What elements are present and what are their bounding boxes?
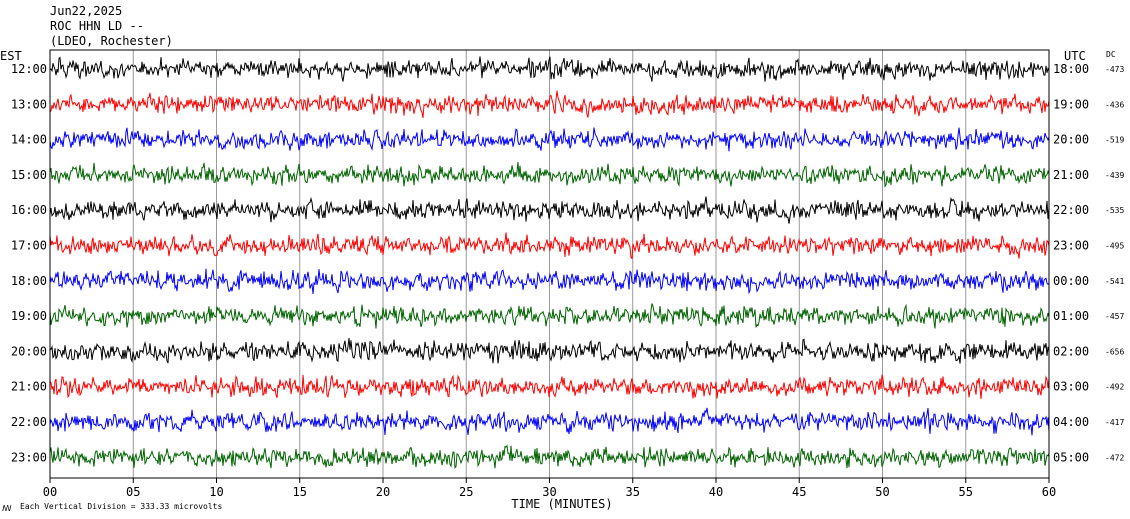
station-label: ROC HHN LD --	[50, 19, 144, 33]
est-hour-label: 18:00	[11, 274, 47, 288]
trace-line	[49, 444, 1050, 469]
utc-hour-label: 18:00	[1053, 62, 1089, 76]
trace-line	[49, 232, 1050, 260]
dc-offset-label: -457	[1105, 312, 1124, 321]
x-tick-label: 35	[626, 485, 640, 499]
utc-axis-title: UTC	[1064, 49, 1086, 63]
trace-line	[49, 268, 1050, 295]
x-tick-label: 50	[875, 485, 889, 499]
est-hour-label: 17:00	[11, 239, 47, 253]
footnote: Each Vertical Division = 333.33 microvol…	[20, 502, 222, 511]
utc-hour-label: 21:00	[1053, 168, 1089, 182]
small-logo-mark: ꟿ	[2, 504, 12, 513]
x-axis-title: TIME (MINUTES)	[511, 497, 612, 511]
trace-line	[49, 303, 1050, 329]
date-label: Jun22,2025	[50, 4, 123, 18]
trace-line	[49, 56, 1050, 82]
dc-offset-label: -436	[1105, 100, 1124, 109]
dc-offset-label: -472	[1105, 453, 1124, 462]
dc-offset-label: -535	[1105, 206, 1124, 215]
grid	[132, 50, 967, 478]
dc-offset-label: -656	[1105, 347, 1124, 356]
utc-hour-label: 00:00	[1053, 274, 1089, 288]
utc-hour-label: 04:00	[1053, 415, 1089, 429]
dc-offset-label: -439	[1105, 171, 1124, 180]
dc-offset-label: -495	[1105, 242, 1124, 251]
utc-hour-label: 05:00	[1053, 450, 1089, 464]
utc-hour-label: 02:00	[1053, 344, 1089, 358]
est-hour-label: 16:00	[11, 203, 47, 217]
trace-line	[49, 407, 1050, 436]
est-hour-label: 20:00	[11, 344, 47, 358]
est-axis-title: EST	[0, 49, 22, 63]
utc-hour-label: 01:00	[1053, 309, 1089, 323]
x-tick-label: 10	[209, 485, 223, 499]
est-hour-label: 19:00	[11, 309, 47, 323]
trace-line	[49, 374, 1050, 400]
trace-line	[49, 90, 1050, 119]
utc-hour-label: 03:00	[1053, 380, 1089, 394]
est-hour-label: 14:00	[11, 133, 47, 147]
x-tick-label: 05	[126, 485, 140, 499]
x-tick-label: 20	[376, 485, 390, 499]
x-tick-label: 45	[792, 485, 806, 499]
dc-offset-label: -473	[1105, 65, 1124, 74]
trace-line	[49, 337, 1050, 364]
x-tick-label: 30	[542, 485, 556, 499]
utc-hour-label: 19:00	[1053, 97, 1089, 111]
traces	[49, 56, 1050, 469]
x-tick-label: 40	[709, 485, 723, 499]
utc-hour-label: 22:00	[1053, 203, 1089, 217]
x-tick-label: 60	[1042, 485, 1056, 499]
dc-offset-label: -492	[1105, 383, 1124, 392]
utc-hour-label: 20:00	[1053, 133, 1089, 147]
est-hour-label: 12:00	[11, 62, 47, 76]
trace-line	[49, 127, 1050, 152]
x-tick-label: 55	[959, 485, 973, 499]
x-tick-label: 25	[459, 485, 473, 499]
dc-axis-title: DC	[1106, 50, 1116, 59]
est-hour-label: 21:00	[11, 380, 47, 394]
utc-hour-label: 23:00	[1053, 239, 1089, 253]
x-tick-label: 15	[293, 485, 307, 499]
dc-offset-label: -417	[1105, 418, 1124, 427]
row-labels: 12:00 18:00 -473 13:00 19:00 -436 14:00 20:00 -5…	[11, 62, 1125, 464]
x-axis: 00 05 10 15 20 25 30 35 40 45 50 55 60	[43, 478, 1056, 499]
est-hour-label: 13:00	[11, 97, 47, 111]
est-hour-label: 22:00	[11, 415, 47, 429]
x-tick-label: 00	[43, 485, 57, 499]
est-hour-label: 23:00	[11, 450, 47, 464]
dc-offset-label: -519	[1105, 136, 1124, 145]
dc-offset-label: -541	[1105, 277, 1124, 286]
trace-line	[49, 161, 1050, 188]
network-label: (LDEO, Rochester)	[50, 34, 173, 48]
est-hour-label: 15:00	[11, 168, 47, 182]
trace-line	[49, 196, 1050, 224]
